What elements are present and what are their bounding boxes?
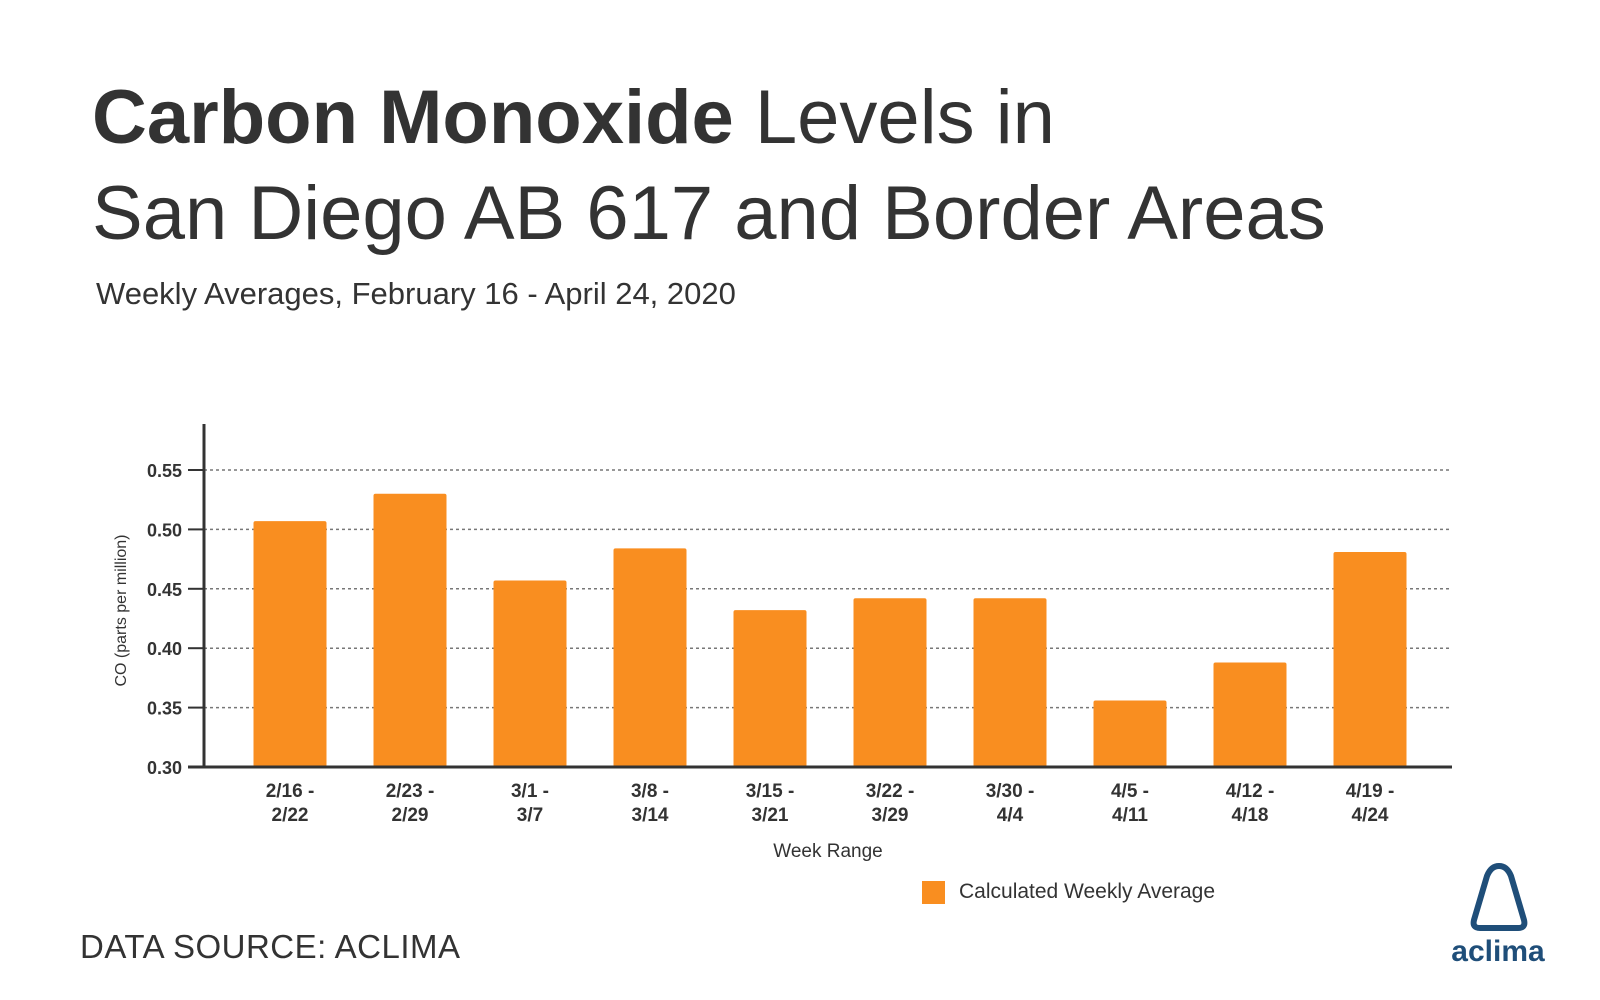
chart-subtitle: Weekly Averages, February 16 - April 24,… [96,276,736,311]
y-tick-label: 0.35 [147,699,182,719]
x-tick-label: 3/8 - [631,781,669,802]
bar [613,548,687,767]
x-tick-label: 4/19 - [1346,781,1395,802]
x-tick-label: 2/29 [392,805,429,826]
x-tick-label: 4/18 [1232,805,1269,826]
y-tick-label: 0.45 [147,580,182,600]
logo-wordmark: aclima [1451,935,1545,968]
x-tick-label: 3/1 - [511,781,549,802]
bar [853,598,927,767]
y-tick-label: 0.55 [147,461,182,481]
x-tick-label: 4/24 [1352,805,1389,826]
title-line-1: Carbon Monoxide Levels in [92,70,1326,166]
x-tick-label: 3/7 [517,805,543,826]
x-tick-label: 2/23 - [386,781,435,802]
bar [1333,551,1407,767]
bar [493,580,567,767]
bar [973,598,1047,767]
x-tick-label: 3/22 - [866,781,915,802]
bar [733,610,807,767]
aclima-logo: aclima [1451,863,1545,968]
x-tick-label: 4/4 [997,805,1024,826]
legend-swatch [922,880,945,904]
chart-title: Carbon Monoxide Levels in San Diego AB 6… [92,70,1326,262]
y-tick-label: 0.30 [147,758,182,778]
x-tick-label: 4/5 - [1111,781,1149,802]
bar [373,493,447,767]
chart-legend: Calculated Weekly Average [922,880,1215,904]
x-tick-label: 3/15 - [746,781,795,802]
y-tick-label: 0.40 [147,639,182,659]
x-tick-label: 3/21 [752,805,789,826]
bar [1093,700,1167,767]
title-line-2: San Diego AB 617 and Border Areas [92,171,1326,256]
x-tick-label: 3/14 [632,805,669,826]
x-tick-label: 3/30 - [986,781,1035,802]
x-tick-label: 2/16 - [266,781,315,802]
title-rest-part: Levels in [733,75,1055,160]
data-source: DATA SOURCE: ACLIMA [80,928,461,965]
title-bold-part: Carbon Monoxide [92,75,734,160]
x-tick-label: 4/11 [1112,805,1148,826]
x-axis-label: Week Range [773,841,883,862]
triangle-logo-icon [1470,863,1528,931]
x-tick-label: 4/12 - [1226,781,1275,802]
y-axis-label: CO (parts per million) [113,534,130,686]
bar [253,521,327,767]
x-tick-label: 2/22 [272,805,309,826]
bar [1213,662,1287,767]
y-tick-label: 0.50 [147,520,182,540]
x-tick-label: 3/29 [872,805,909,826]
legend-label: Calculated Weekly Average [959,880,1216,903]
